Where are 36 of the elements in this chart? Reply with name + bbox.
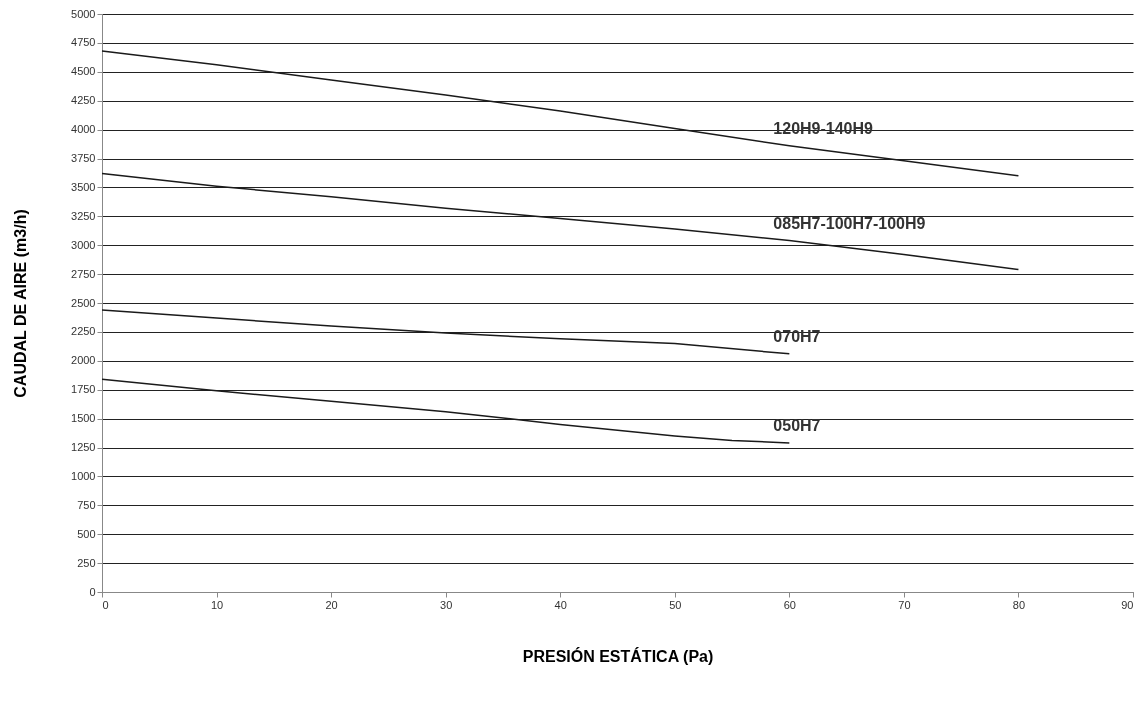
y-tick-label: 4500 xyxy=(71,65,96,78)
y-tick-label: 5000 xyxy=(71,7,96,20)
y-tick-label: 1000 xyxy=(71,469,96,482)
x-tick-label: 90 xyxy=(1121,598,1134,611)
x-tick-label: 70 xyxy=(898,598,911,611)
y-tick-label: 3750 xyxy=(71,152,96,164)
y-tick-label: 2500 xyxy=(71,296,96,309)
y-axis-title: CAUDAL DE AIRE (m3/h) xyxy=(12,209,30,398)
y-tick-label: 4250 xyxy=(71,94,96,107)
series-label: 050H7 xyxy=(773,416,821,434)
y-tick-label: 750 xyxy=(77,498,96,511)
series-label: 070H7 xyxy=(773,327,821,345)
x-tick-label: 0 xyxy=(102,598,109,611)
y-tick-label: 1750 xyxy=(71,383,96,396)
x-tick-label: 20 xyxy=(325,598,338,611)
y-tick-label: 2000 xyxy=(71,354,96,367)
y-tick-label: 3000 xyxy=(71,238,96,251)
series-label: 085H7-100H7-100H9 xyxy=(773,214,926,232)
y-tick-label: 1250 xyxy=(71,441,96,453)
y-tick-label: 1500 xyxy=(71,412,96,425)
x-axis-title: PRESIÓN ESTÁTICA (Pa) xyxy=(522,646,714,665)
y-tick-label: 2750 xyxy=(71,267,96,280)
y-tick-label: 4750 xyxy=(71,36,96,49)
y-tick-label: 3500 xyxy=(71,180,96,193)
x-tick-label: 80 xyxy=(1012,598,1026,611)
y-tick-label: 4000 xyxy=(71,123,96,136)
y-tick-label: 3250 xyxy=(71,209,96,222)
y-tick-label: 0 xyxy=(89,585,96,598)
x-tick-label: 10 xyxy=(210,598,224,611)
x-tick-label: 40 xyxy=(554,598,567,611)
x-tick-label: 60 xyxy=(783,598,796,611)
y-tick-label: 500 xyxy=(77,527,96,540)
y-tick-label: 250 xyxy=(77,556,96,569)
x-tick-label: 50 xyxy=(669,598,682,611)
y-tick-label: 2250 xyxy=(71,325,96,338)
x-tick-label: 30 xyxy=(440,598,453,611)
